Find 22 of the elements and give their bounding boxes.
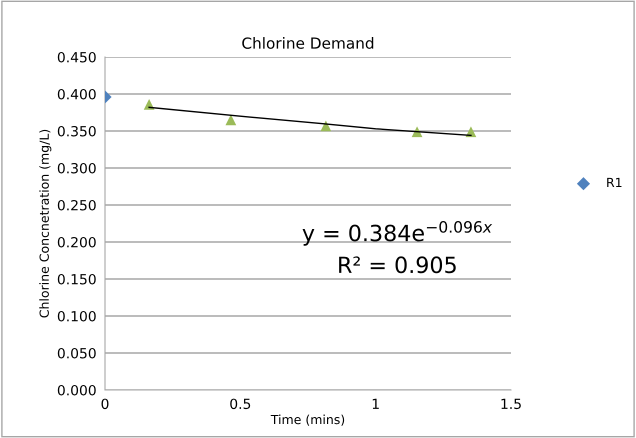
legend-label: R1	[607, 178, 622, 187]
point	[320, 120, 332, 132]
y-tick-label: 0.100	[58, 310, 96, 322]
point	[225, 114, 236, 126]
y-tick-label: 0.250	[58, 200, 96, 210]
chart-title: Chlorine Demand	[242, 37, 374, 49]
x-tick-label: 1.5	[501, 398, 521, 410]
x-tick-label: 0.5	[230, 398, 250, 410]
y-tick-label: 0.050	[58, 348, 96, 358]
y-tick-label: 0.450	[58, 52, 96, 62]
y-tick-label: 0.400	[58, 88, 96, 100]
y-tick-label: 0.200	[58, 236, 96, 248]
x-axis-title: Time (mins)	[270, 414, 344, 426]
annotation: R² = 0.905	[339, 256, 456, 274]
annotation: y = 0.384e$^{−0.096x}$	[302, 221, 492, 246]
x-tick-label: 0	[101, 398, 108, 410]
y-tick-label: 0.000	[58, 384, 96, 396]
y-tick-label: 0.350	[58, 126, 96, 136]
y-axis-title: Chlorine Concnetration (mg/L)	[39, 130, 52, 318]
y-tick-label: 0.150	[58, 274, 96, 284]
x-tick-label: 1	[372, 398, 379, 409]
y-tick-label: 0.300	[58, 162, 96, 174]
